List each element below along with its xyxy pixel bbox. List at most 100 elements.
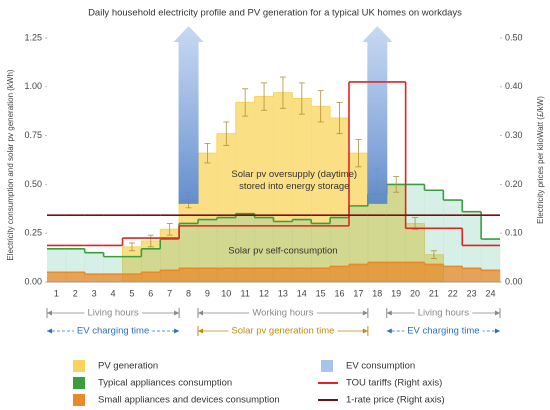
legend-swatch	[73, 394, 85, 406]
label-bg	[404, 325, 483, 337]
y-axis-label: Electricity consumption and solar pv gen…	[6, 69, 15, 261]
period-label: Living hours	[87, 308, 138, 319]
area-step	[235, 213, 255, 282]
label-bg	[73, 325, 153, 337]
area-step	[235, 268, 255, 282]
legend-label: EV consumption	[346, 361, 415, 372]
x-tick-label: 20	[410, 288, 420, 298]
arrow-head	[47, 310, 52, 316]
area-step	[443, 200, 463, 282]
area-step	[462, 211, 482, 282]
y2-tick-label: 0.20	[505, 179, 523, 189]
ev-arrow	[362, 26, 393, 204]
y-tick-label: 1.25	[24, 32, 42, 42]
area-step	[198, 268, 218, 282]
area-step	[367, 262, 388, 282]
annotation: stored into energy storage	[239, 181, 349, 192]
area-step	[47, 272, 67, 282]
x-tick-label: 23	[467, 288, 477, 298]
area-step	[367, 180, 388, 282]
label-bg	[228, 325, 338, 337]
ev-arrow	[173, 26, 204, 204]
area-step	[386, 262, 406, 282]
arrow-head	[495, 310, 500, 316]
area-step	[330, 266, 350, 282]
area-step	[405, 184, 425, 282]
legend-label: Small appliances and devices consumption	[98, 395, 280, 406]
area-step	[386, 184, 406, 282]
area-step	[367, 194, 388, 282]
arrow-head	[198, 310, 203, 316]
x-tick-label: 7	[167, 288, 172, 298]
period-label: EV charging time	[407, 326, 479, 337]
arrow-head	[386, 328, 392, 334]
x-tick-label: 2	[73, 288, 78, 298]
y2-tick-label: 0.50	[505, 32, 523, 42]
area-step	[254, 268, 274, 282]
y2-axis-label: Electricity prices per kiloWatt (£/kW)	[536, 96, 545, 224]
area-step	[311, 106, 331, 282]
area-step	[179, 223, 199, 282]
x-tick-label: 19	[391, 288, 401, 298]
area-step	[273, 221, 293, 282]
area-step	[160, 270, 180, 282]
x-tick-label: 12	[259, 288, 269, 298]
area-step	[292, 219, 312, 282]
area-step	[386, 184, 406, 282]
y-tick-label: 0.25	[24, 228, 42, 238]
area-step	[141, 272, 161, 282]
area-step	[179, 268, 199, 282]
arrow-head	[495, 328, 500, 334]
y-tick-label: 1.00	[24, 81, 42, 91]
x-tick-label: 18	[372, 288, 382, 298]
area-step	[198, 219, 218, 282]
legend-swatch	[73, 360, 85, 372]
chart-title: Daily household electricity profile and …	[88, 8, 462, 19]
x-tick-label: 1	[54, 288, 59, 298]
x-tick-label: 9	[205, 288, 210, 298]
x-tick-label: 5	[129, 288, 134, 298]
legend-swatch	[321, 360, 333, 372]
area-step	[179, 200, 199, 282]
y-tick-label: 0.00	[24, 276, 42, 286]
area-step	[292, 268, 312, 282]
arrow-head	[174, 328, 180, 334]
arrow-head	[47, 328, 52, 334]
area-step	[424, 264, 444, 282]
area-step	[481, 270, 501, 282]
area-step	[65, 272, 86, 282]
legend-label: Typical appliances consumption	[98, 378, 232, 389]
x-tick-label: 6	[148, 288, 153, 298]
label-bg	[249, 307, 317, 319]
period-label: Solar pv generation time	[231, 326, 334, 337]
area-step	[84, 274, 104, 282]
arrow-head	[174, 310, 180, 316]
area-step	[311, 223, 331, 282]
period-label: Working hours	[252, 308, 313, 319]
arrow-head	[362, 328, 368, 334]
arrow-head	[362, 310, 368, 316]
label-bg	[84, 307, 142, 319]
x-tick-label: 21	[429, 288, 439, 298]
area-step	[160, 229, 180, 282]
x-tick-label: 15	[316, 288, 326, 298]
area-step	[273, 92, 293, 282]
area-step	[330, 118, 350, 282]
area-step	[216, 217, 237, 282]
area-step	[216, 268, 237, 282]
x-tick-label: 14	[297, 288, 307, 298]
area-step	[122, 274, 142, 282]
x-tick-label: 3	[92, 288, 97, 298]
label-bg	[414, 307, 473, 319]
area-step	[424, 190, 444, 282]
area-step	[349, 153, 369, 282]
annotation: Solar pv self-consumption	[228, 245, 337, 256]
area-step	[198, 153, 218, 282]
x-tick-label: 10	[221, 288, 231, 298]
legend-swatch	[73, 377, 85, 389]
area-step	[254, 217, 274, 282]
y-tick-label: 0.75	[24, 130, 42, 140]
y2-tick-label: 0.00	[505, 276, 523, 286]
x-tick-label: 16	[335, 288, 345, 298]
